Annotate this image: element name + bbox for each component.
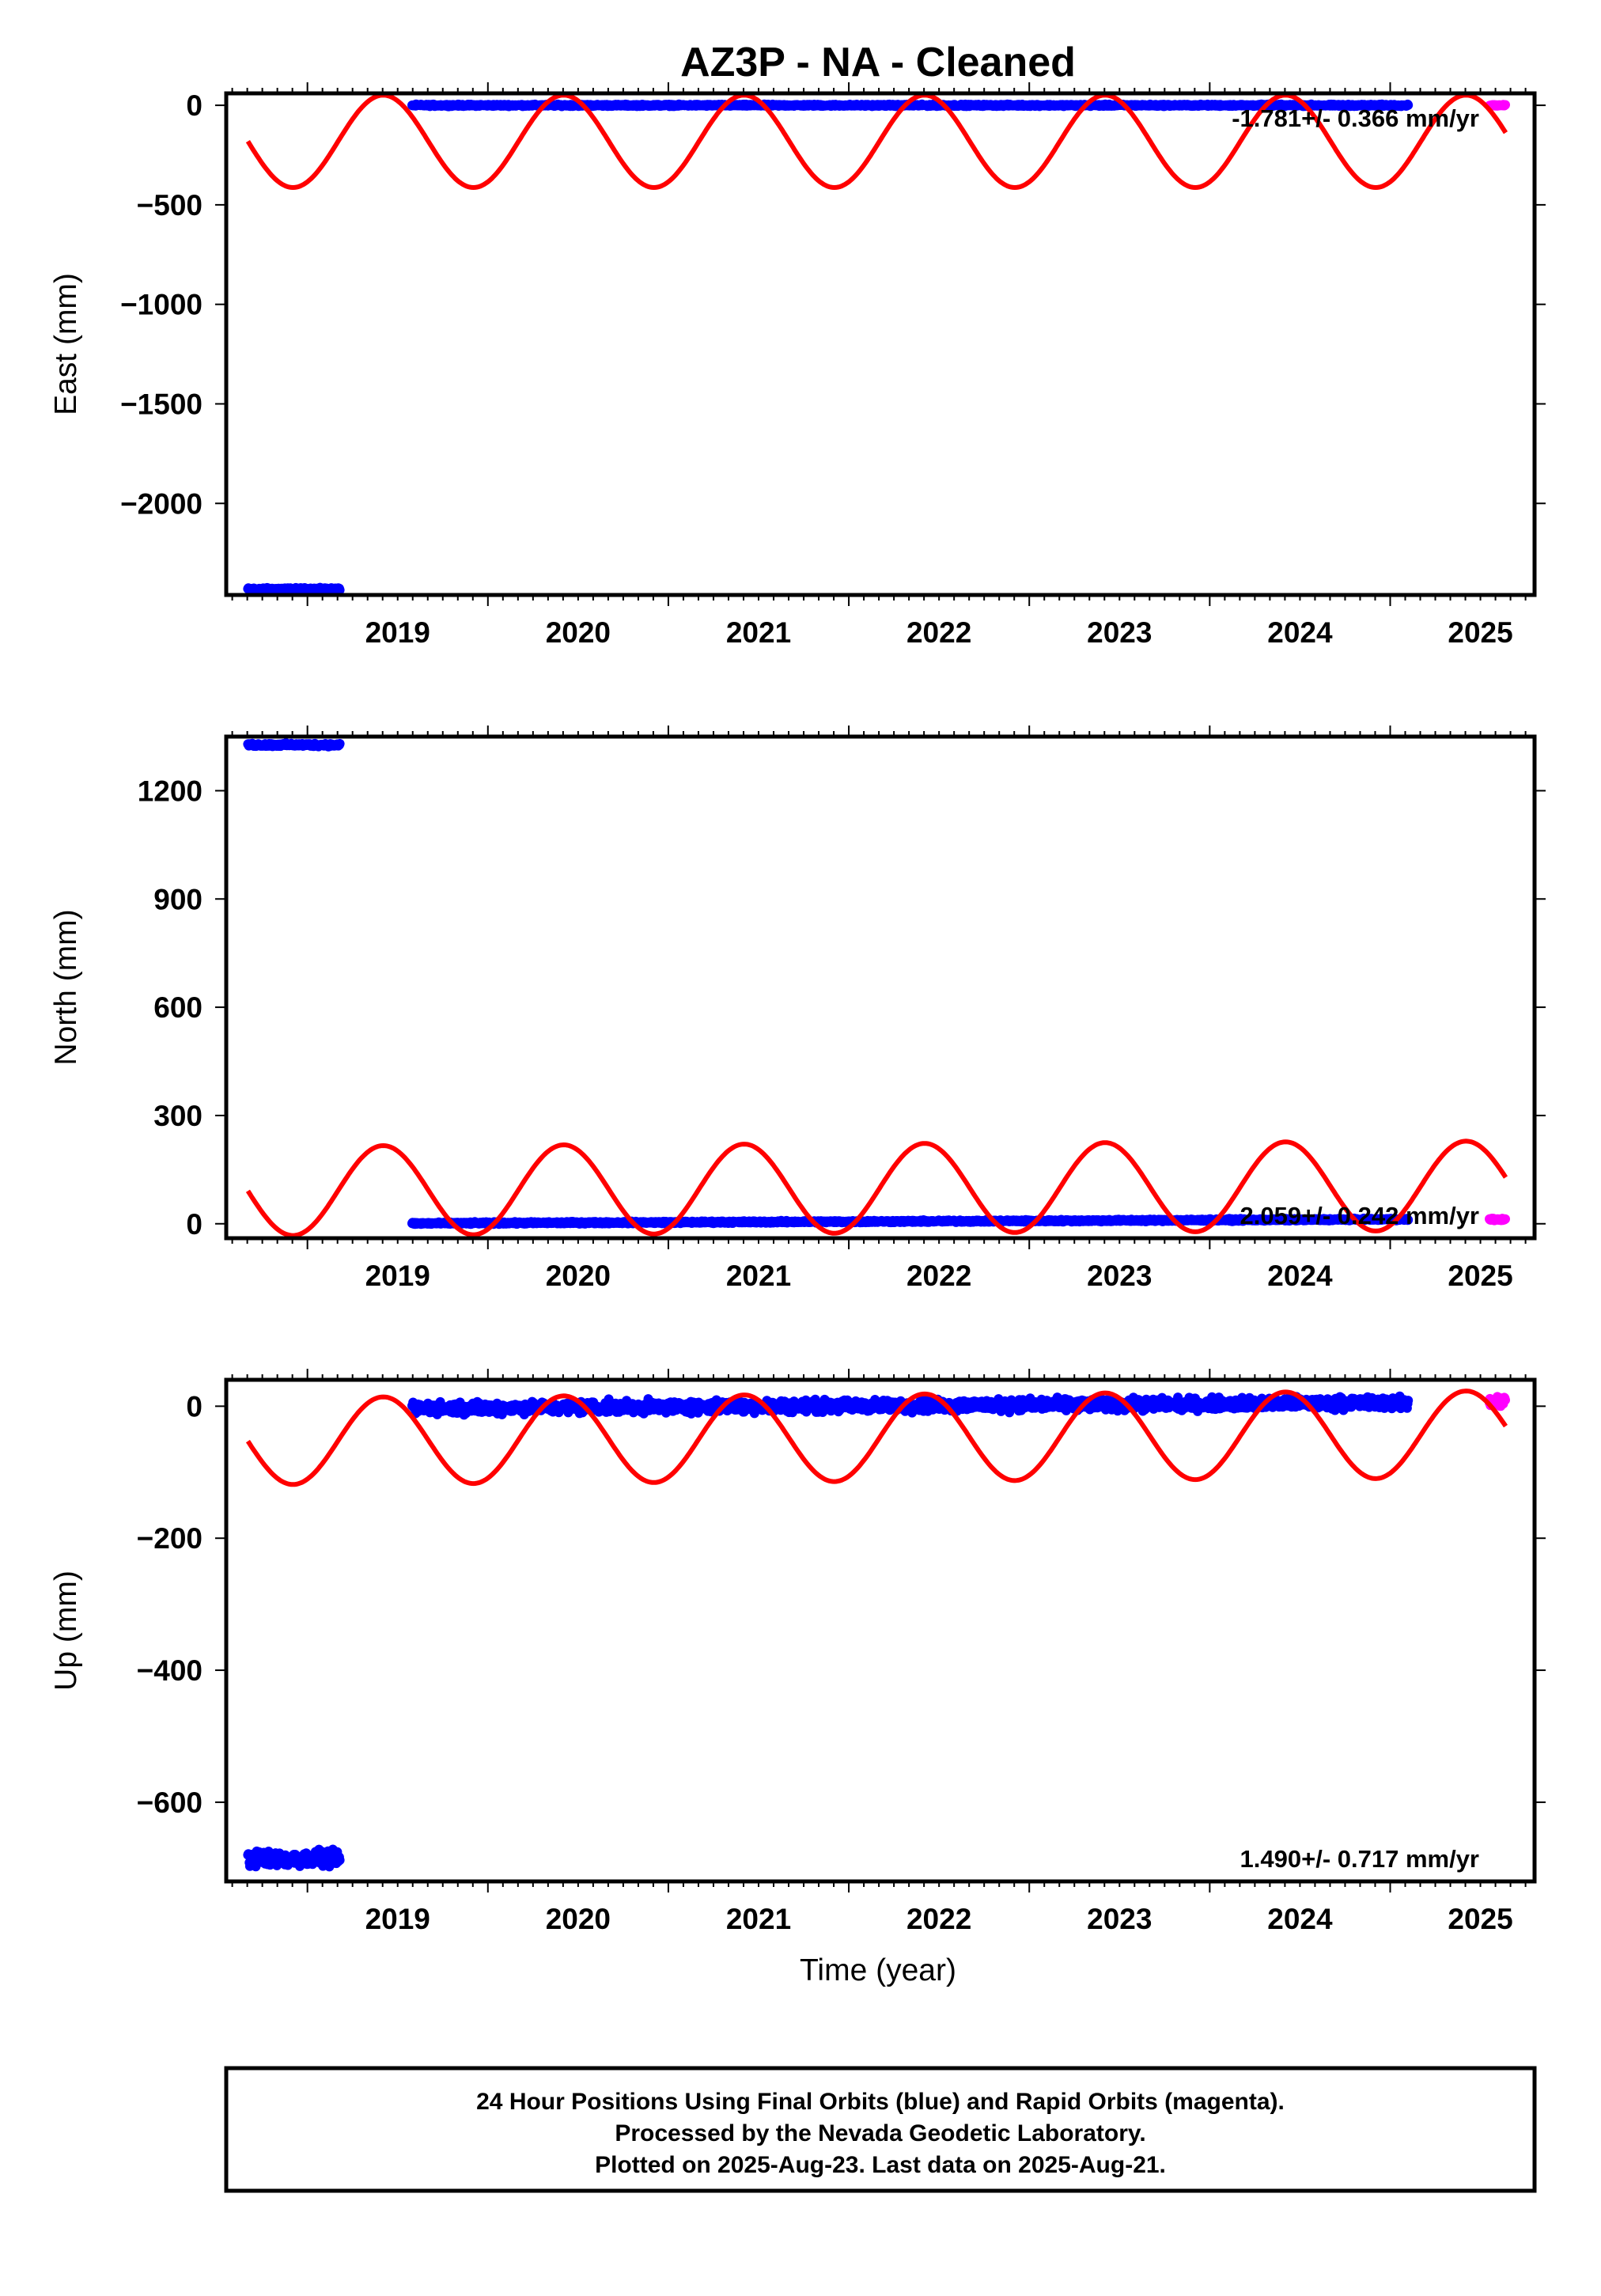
y-tick-label: 900 xyxy=(153,883,202,915)
x-tick-label: 2019 xyxy=(365,1260,430,1292)
x-tick-label: 2020 xyxy=(546,1260,611,1292)
x-tick-label: 2023 xyxy=(1087,1260,1152,1292)
x-tick-label: 2025 xyxy=(1448,1260,1512,1292)
chart-title: AZ3P - NA - Cleaned xyxy=(680,40,1076,85)
x-tick-label: 2021 xyxy=(726,616,791,649)
y-tick-label: 1200 xyxy=(138,775,202,807)
x-tick-label: 2020 xyxy=(546,616,611,649)
final-orbit-point xyxy=(335,585,345,595)
rapid-orbit-point xyxy=(1501,1214,1510,1224)
x-tick-label: 2022 xyxy=(906,1260,971,1292)
y-tick-label: −2000 xyxy=(120,487,202,520)
x-tick-label: 2025 xyxy=(1448,616,1512,649)
y-tick-label: 0 xyxy=(186,89,202,122)
y-tick-label: −500 xyxy=(137,189,202,222)
x-tick-label: 2024 xyxy=(1267,616,1333,649)
x-tick-label: 2022 xyxy=(906,616,971,649)
y-tick-label: −1500 xyxy=(120,388,202,420)
y-tick-label: −1000 xyxy=(120,289,202,321)
x-tick-label: 2024 xyxy=(1267,1260,1333,1292)
x-tick-label: 2023 xyxy=(1087,616,1152,649)
y-axis-title: East (mm) xyxy=(49,273,83,415)
y-tick-label: 300 xyxy=(153,1100,202,1132)
y-tick-label: −200 xyxy=(137,1522,202,1555)
y-axis-title: North (mm) xyxy=(49,909,83,1065)
y-tick-label: 0 xyxy=(186,1208,202,1241)
x-tick-label: 2021 xyxy=(726,1260,791,1292)
east-panel: 0 −500 −1000 −1500 −2000 2019 2020 2021 2022 2023… xyxy=(49,82,1546,649)
velocity-rate-label: 2.059+/- 0.242 mm/yr xyxy=(1240,1202,1479,1229)
y-tick-label: −400 xyxy=(137,1654,202,1687)
velocity-rate-label: -1.781+/- 0.366 mm/yr xyxy=(1232,104,1479,132)
y-tick-label: −600 xyxy=(137,1786,202,1819)
data-points xyxy=(243,99,1510,596)
y-tick-label: 0 xyxy=(186,1390,202,1423)
rapid-orbit-point xyxy=(1501,100,1510,110)
x-tick-label: 2019 xyxy=(365,616,430,649)
final-orbit-point xyxy=(335,739,345,748)
y-tick-label: 600 xyxy=(153,991,202,1024)
